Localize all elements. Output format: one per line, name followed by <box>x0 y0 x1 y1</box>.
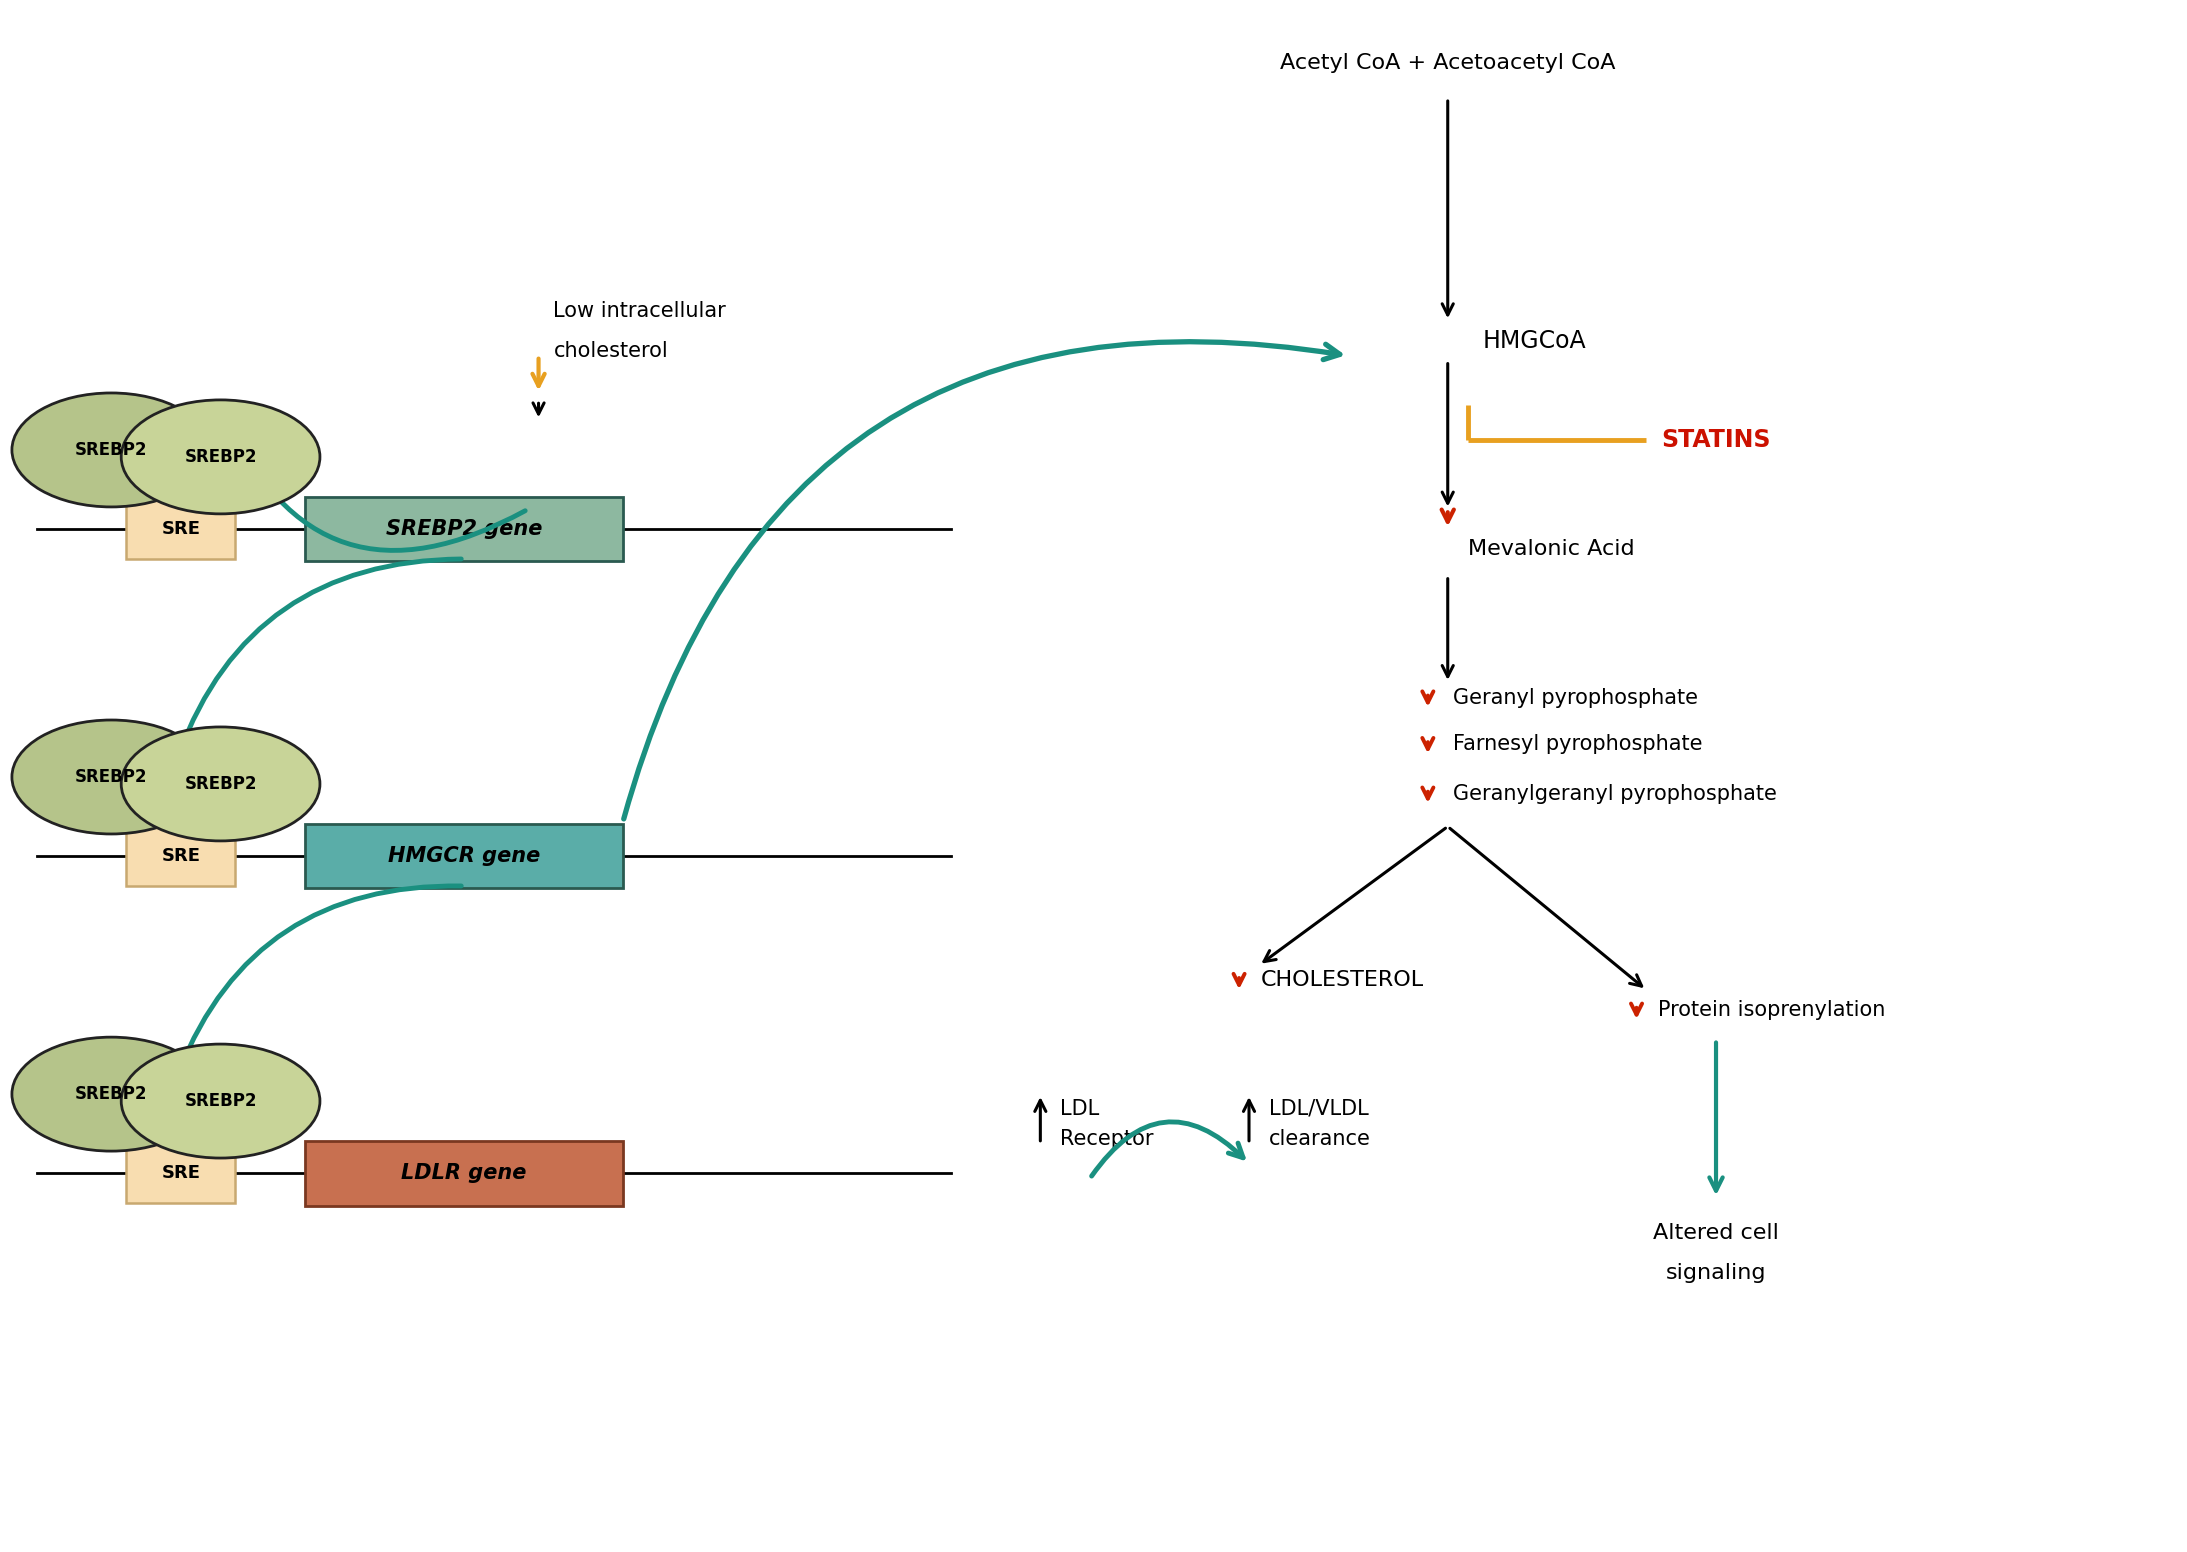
Text: clearance: clearance <box>1268 1128 1371 1148</box>
FancyBboxPatch shape <box>127 827 236 886</box>
FancyBboxPatch shape <box>127 1144 236 1203</box>
Text: Mevalonic Acid: Mevalonic Acid <box>1467 539 1634 559</box>
Text: SREBP2: SREBP2 <box>184 1093 256 1110</box>
Text: SREBP2: SREBP2 <box>74 1085 147 1103</box>
Text: Acetyl CoA + Acetoacetyl CoA: Acetyl CoA + Acetoacetyl CoA <box>1279 53 1616 73</box>
Text: SREBP2 gene: SREBP2 gene <box>385 520 542 539</box>
FancyBboxPatch shape <box>304 1141 623 1206</box>
Text: SREBP2: SREBP2 <box>184 774 256 793</box>
Text: SRE: SRE <box>162 520 201 539</box>
Ellipse shape <box>120 726 319 841</box>
Text: Geranyl pyrophosphate: Geranyl pyrophosphate <box>1452 688 1697 708</box>
Text: Protein isoprenylation: Protein isoprenylation <box>1658 999 1885 1020</box>
Text: cholesterol: cholesterol <box>553 341 669 360</box>
FancyBboxPatch shape <box>127 500 236 559</box>
Text: HMGCoA: HMGCoA <box>1483 329 1586 352</box>
Text: SREBP2: SREBP2 <box>184 449 256 466</box>
Text: Farnesyl pyrophosphate: Farnesyl pyrophosphate <box>1452 734 1701 754</box>
Text: SREBP2: SREBP2 <box>74 768 147 785</box>
Text: Low intracellular: Low intracellular <box>553 301 726 321</box>
Text: LDLR gene: LDLR gene <box>402 1164 527 1184</box>
Text: HMGCR gene: HMGCR gene <box>387 846 540 866</box>
Text: LDL: LDL <box>1061 1099 1100 1119</box>
Ellipse shape <box>120 1044 319 1158</box>
Text: SRE: SRE <box>162 1164 201 1183</box>
Text: Receptor: Receptor <box>1061 1128 1155 1148</box>
Text: Geranylgeranyl pyrophosphate: Geranylgeranyl pyrophosphate <box>1452 784 1776 804</box>
FancyBboxPatch shape <box>304 824 623 888</box>
Text: SREBP2: SREBP2 <box>74 441 147 459</box>
Ellipse shape <box>11 1037 210 1152</box>
Text: STATINS: STATINS <box>1662 428 1771 452</box>
Text: signaling: signaling <box>1666 1262 1767 1282</box>
Ellipse shape <box>120 400 319 514</box>
FancyBboxPatch shape <box>304 497 623 562</box>
Text: SRE: SRE <box>162 847 201 866</box>
Text: CHOLESTEROL: CHOLESTEROL <box>1262 970 1424 990</box>
Ellipse shape <box>11 393 210 508</box>
Ellipse shape <box>11 720 210 833</box>
Text: Altered cell: Altered cell <box>1653 1223 1778 1243</box>
Text: LDL/VLDL: LDL/VLDL <box>1268 1099 1369 1119</box>
